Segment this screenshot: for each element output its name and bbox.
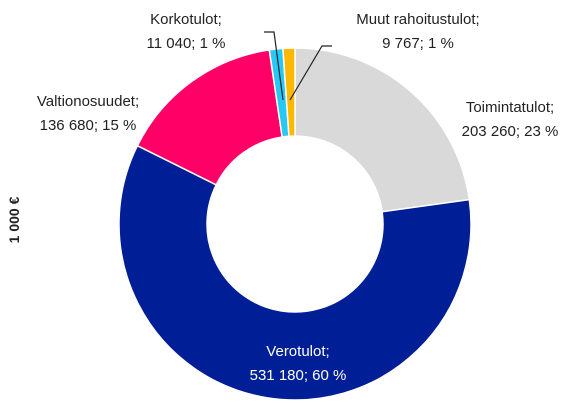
slice [294,47,471,213]
category-name: Valtionosuudet; [36,93,140,110]
y-axis-label: 1 000 € [6,196,22,244]
slice [118,144,472,401]
leader-line [289,45,332,101]
slice [136,49,283,186]
value-label: 11 040; 1 % [146,35,226,52]
value-label: 136 680; 15 % [39,117,137,134]
category-name: Muut rahoitustulot; [356,11,480,28]
category-name: Korkotulot; [150,11,222,28]
leader-line [264,31,284,101]
category-name: Verotulot; [266,343,330,360]
value-label: 531 180; 60 % [249,367,347,384]
data-label: Verotulot; 531 180; 60 % [228,340,368,388]
category-name: Toimintatulot; [465,99,555,116]
data-label: Valtionosuudet; 136 680; 15 % [10,90,166,138]
slice [282,47,296,138]
slices [118,47,472,401]
data-label: Korkotulot; 11 040; 1 % [120,8,252,56]
value-label: 9 767; 1 % [382,35,454,52]
data-label: Muut rahoitustulot; 9 767; 1 % [356,8,480,56]
value-label: 203 260; 23 % [461,123,559,140]
data-label: Toimintatulot; 203 260; 23 % [448,96,572,144]
